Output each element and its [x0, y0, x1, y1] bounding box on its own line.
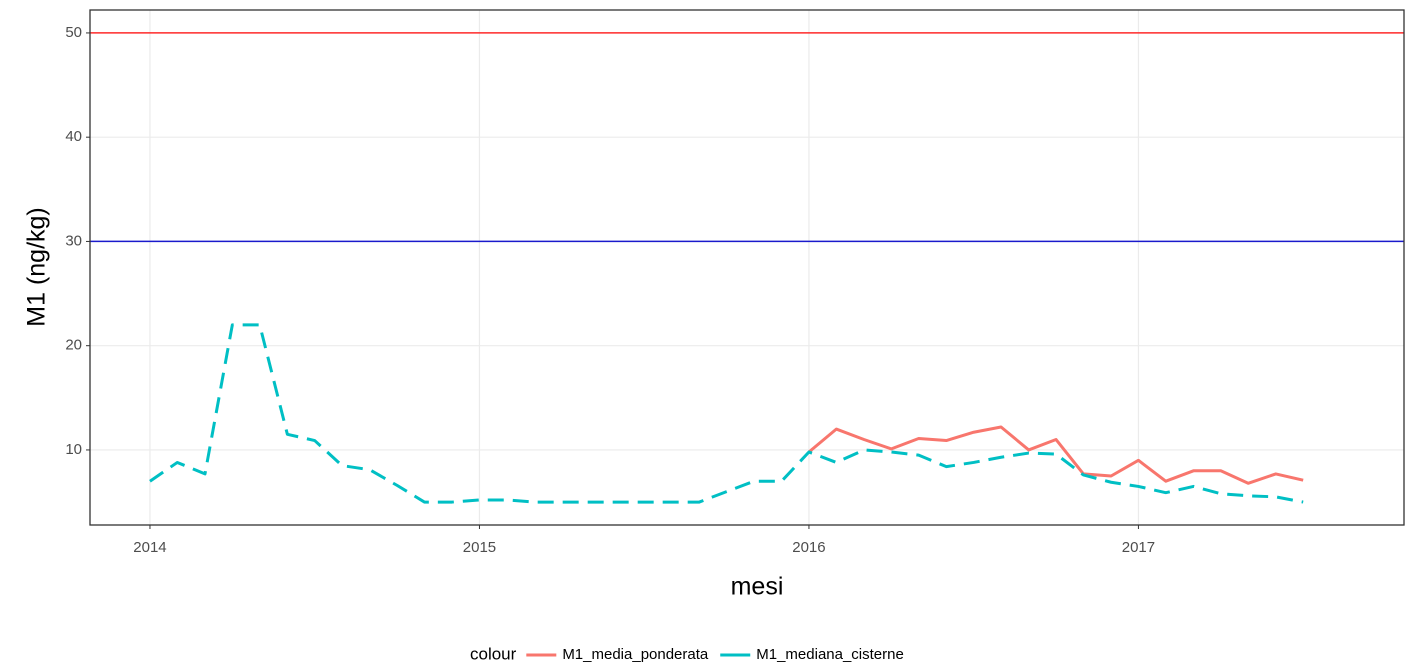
- x-tick-label: 2016: [792, 539, 825, 556]
- legend-label: M1_media_ponderata: [562, 646, 709, 663]
- y-tick-label: 40: [65, 128, 82, 145]
- plot-border: [89, 9, 1405, 526]
- y-axis-title: M1 (ng/kg): [23, 207, 51, 326]
- y-tick-label: 50: [65, 24, 82, 41]
- x-tick-label: 2014: [133, 539, 166, 556]
- series-line: [807, 425, 1304, 485]
- x-tick-label: 2017: [1122, 539, 1155, 556]
- y-tick-label: 30: [65, 232, 82, 249]
- y-tick-label: 10: [65, 441, 82, 458]
- x-axis-title: mesi: [731, 573, 784, 601]
- legend-title: colour: [470, 644, 517, 663]
- x-tick-label: 2015: [463, 539, 496, 556]
- series-line: [149, 323, 1304, 504]
- legend-label: M1_mediana_cisterne: [756, 646, 904, 663]
- y-tick-label: 20: [65, 337, 82, 354]
